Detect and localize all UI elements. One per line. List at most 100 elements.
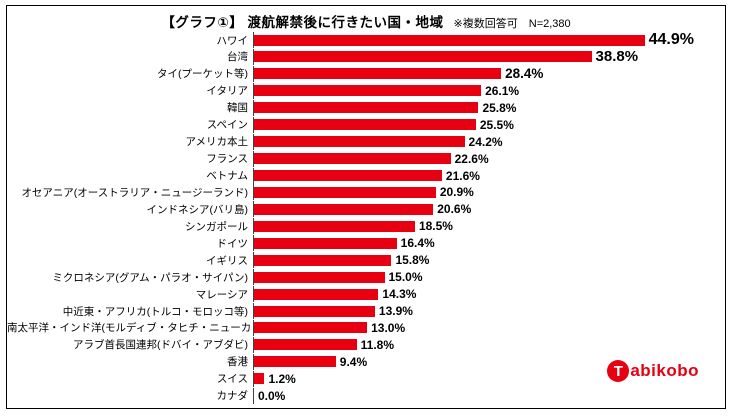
chart-row: 中近東・アフリカ(トルコ・モロッコ等) 13.9% — [7, 303, 725, 319]
category-label: アメリカ本土 — [185, 136, 248, 149]
bar-track: 11.8% — [253, 336, 725, 353]
category-label: アラブ首長国連邦(ドバイ・アブダビ) — [73, 339, 248, 352]
chart-title: 【グラフ①】 渡航解禁後に行きたい国・地域 — [161, 15, 444, 30]
value-label: 1.2% — [268, 371, 296, 386]
category-label: タイ(プーケット等) — [157, 68, 248, 81]
chart-row: ベトナム 21.6% — [7, 167, 725, 184]
bar-track: 24.2% — [253, 133, 725, 150]
bar-track: 26.1% — [253, 82, 725, 99]
category-label: 台湾 — [227, 51, 248, 64]
value-label: 9.4% — [339, 354, 368, 369]
chart-row: 台湾 38.8% — [7, 48, 725, 66]
bar-track: 20.9% — [253, 184, 725, 201]
chart-row: カナダ 0.0% — [7, 387, 725, 404]
value-label: 20.9% — [439, 185, 474, 200]
value-bar — [254, 254, 392, 266]
chart-row: スイス 1.2% — [7, 370, 725, 387]
value-bar — [254, 203, 434, 215]
bar-track: 0.0% — [253, 387, 725, 404]
category-label: ドイツ — [216, 237, 249, 250]
value-bar — [254, 288, 379, 300]
value-label: 16.4% — [400, 236, 435, 251]
value-bar — [254, 170, 442, 181]
value-label: 13.0% — [371, 320, 406, 335]
chart-frame: 【グラフ①】 渡航解禁後に行きたい国・地域 ※複数回答可 N=2,380 ハワイ… — [6, 5, 726, 409]
bar-track: 14.3% — [253, 286, 725, 303]
value-bar — [254, 305, 375, 317]
value-label: 24.2% — [468, 134, 503, 149]
chart-row: インドネシア(バリ島) 20.6% — [7, 201, 725, 218]
category-label: イタリア — [206, 85, 248, 98]
value-bar — [254, 153, 451, 165]
bar-track: 18.5% — [253, 218, 725, 235]
value-label: 21.6% — [445, 168, 480, 183]
value-label: 44.9% — [648, 31, 694, 48]
value-bar — [254, 356, 336, 368]
category-label: ハワイ — [216, 34, 249, 47]
chart-row: マレーシア 14.3% — [7, 286, 725, 303]
value-bar — [254, 68, 502, 80]
chart-row: アラブ首長国連邦(ドバイ・アブダビ) 11.8% — [7, 336, 725, 353]
chart-note: ※複数回答可 N=2,380 — [453, 18, 571, 30]
value-bar — [254, 136, 465, 148]
chart-row: 韓国 25.8% — [7, 99, 725, 116]
value-label: 0.0% — [258, 388, 286, 403]
value-bar — [254, 102, 479, 114]
value-label: 38.8% — [595, 48, 639, 66]
value-label: 15.0% — [388, 270, 423, 285]
category-label: マレーシア — [195, 288, 248, 301]
tabikobo-logo: T abikobo — [607, 360, 699, 382]
value-bar — [254, 322, 368, 334]
value-label: 11.8% — [360, 337, 395, 352]
category-label: 韓国 — [227, 102, 248, 115]
category-label: イギリス — [206, 254, 248, 267]
chart-titlebar: 【グラフ①】 渡航解禁後に行きたい国・地域 ※複数回答可 N=2,380 — [7, 6, 725, 33]
category-label: スペイン — [206, 119, 248, 132]
category-label: ベトナム — [206, 170, 248, 182]
value-bar — [254, 373, 265, 385]
value-bar — [254, 186, 436, 198]
value-label: 15.8% — [395, 253, 430, 268]
bar-track: 13.9% — [253, 303, 725, 319]
category-label: フランス — [206, 153, 248, 166]
chart-rows: ハワイ 44.9% 台湾 38.8% タイ(プーケット等) 28.4% イタリア 26.1% 韓… — [7, 31, 725, 404]
bar-track: 22.6% — [253, 150, 725, 167]
value-label: 14.3% — [382, 287, 417, 302]
category-label: カナダ — [216, 390, 249, 403]
bar-track: 16.4% — [253, 235, 725, 252]
bar-track: 13.0% — [253, 319, 725, 336]
category-label: 香港 — [227, 356, 248, 369]
value-label: 13.9% — [378, 304, 413, 318]
category-label: 南太平洋・インド洋(モルディブ・タヒチ・ニューカレドニア) — [7, 322, 297, 335]
chart-row: ドイツ 16.4% — [7, 235, 725, 252]
value-label: 25.8% — [482, 100, 517, 115]
value-bar — [254, 51, 592, 63]
bar-track: 25.5% — [253, 116, 725, 133]
category-label: オセアニア(オーストラリア・ニュージーランド) — [21, 186, 248, 199]
bar-track: 25.8% — [253, 99, 725, 116]
bar-track: 44.9% — [253, 31, 725, 48]
bar-track: 21.6% — [253, 167, 725, 184]
value-bar — [254, 220, 415, 232]
value-bar — [254, 237, 397, 249]
bar-track: 15.0% — [253, 269, 725, 286]
chart-row: 香港 9.4% — [7, 353, 725, 370]
value-label: 25.5% — [479, 117, 514, 132]
chart-row: シンガポール 18.5% — [7, 218, 725, 235]
chart-row: ハワイ 44.9% — [7, 31, 725, 48]
category-label: 中近東・アフリカ(トルコ・モロッコ等) — [62, 305, 248, 318]
category-label: ミクロネシア(グアム・パラオ・サイパン) — [52, 271, 248, 284]
bar-track: 28.4% — [253, 65, 725, 82]
chart-row: スペイン 25.5% — [7, 116, 725, 133]
chart-row: 南太平洋・インド洋(モルディブ・タヒチ・ニューカレドニア) 13.0% — [7, 319, 725, 336]
bar-track: 20.6% — [253, 201, 725, 218]
bar-track: 1.2% — [253, 370, 725, 387]
category-label: シンガポール — [185, 220, 248, 233]
bar-track: 9.4% — [253, 353, 725, 370]
value-bar — [254, 85, 482, 97]
category-label: インドネシア(バリ島) — [146, 203, 249, 216]
value-label: 22.6% — [454, 151, 489, 166]
value-label: 18.5% — [418, 219, 453, 234]
value-bar — [254, 271, 385, 283]
chart-row: アメリカ本土 24.2% — [7, 133, 725, 150]
